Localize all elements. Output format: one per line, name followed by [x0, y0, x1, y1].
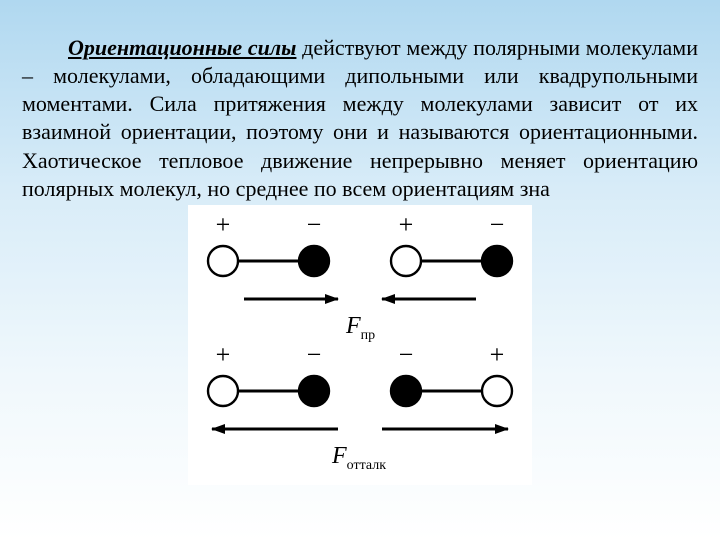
dipole-diagram: +−+−Fпр+−−+Fотталк: [188, 205, 532, 485]
svg-text:+: +: [216, 210, 231, 239]
svg-text:+: +: [216, 340, 231, 369]
dipole-svg: +−+−Fпр+−−+Fотталк: [188, 205, 532, 485]
svg-text:−: −: [307, 340, 322, 369]
svg-text:−: −: [399, 340, 414, 369]
heading-phrase: Ориентационные силы: [68, 35, 296, 60]
svg-text:+: +: [399, 210, 414, 239]
svg-text:−: −: [490, 210, 505, 239]
intro-paragraph: Ориентационные силы действуют между поля…: [22, 34, 698, 203]
svg-text:−: −: [307, 210, 322, 239]
svg-text:+: +: [490, 340, 505, 369]
